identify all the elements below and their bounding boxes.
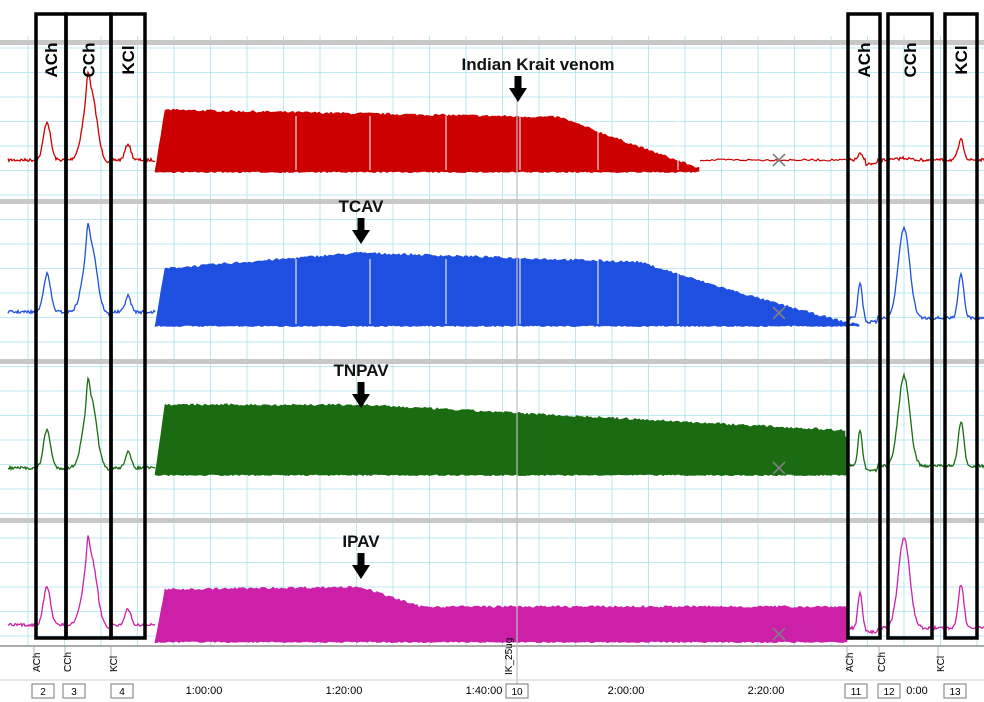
- x-marker-icon: [772, 306, 786, 320]
- comment-label: IK_25ug: [504, 638, 515, 675]
- trace-response-before: [7, 223, 156, 317]
- arrow-shaft: [514, 76, 522, 88]
- drug-box-label: KCl: [952, 45, 971, 74]
- arrow-shaft: [357, 218, 365, 230]
- arrow-shaft: [357, 553, 365, 565]
- trace-2: [7, 223, 984, 328]
- trace-response-after: [847, 137, 984, 167]
- comment-label: KCl: [936, 656, 947, 672]
- comment-label: ACh: [845, 653, 856, 672]
- annotation-label: IPAV: [342, 532, 380, 551]
- comment-label: KCl: [109, 656, 120, 672]
- traces: [7, 70, 984, 644]
- drug-box-label: CCh: [901, 43, 920, 78]
- trace-twitch-band: [154, 251, 860, 328]
- trace-separators: [0, 40, 984, 523]
- marker-box[interactable]: 11: [844, 683, 868, 699]
- marker-label: 2: [40, 687, 46, 698]
- comment-label: ACh: [32, 653, 43, 672]
- marker-label: 3: [71, 687, 77, 698]
- x-tick-label: 1:40:00: [466, 685, 503, 697]
- marker-box[interactable]: 2: [31, 683, 55, 699]
- drug-box-label: ACh: [855, 43, 874, 78]
- comment-label: CCh: [877, 652, 888, 672]
- annotation-2: TCAV: [338, 197, 384, 244]
- annotation-label: TNPAV: [333, 361, 389, 380]
- annotation-label: Indian Krait venom: [461, 55, 614, 74]
- drug-box-after-cch: CCh: [886, 12, 934, 640]
- trace-4: [8, 535, 984, 644]
- marker-label: 13: [949, 687, 961, 698]
- trace-separator: [0, 518, 984, 523]
- x-marker-icon: [772, 627, 786, 641]
- marker-box[interactable]: 13: [943, 683, 967, 699]
- arrow-shaft: [357, 382, 365, 394]
- trace-response-after: [847, 225, 984, 325]
- trace-response-before: [7, 376, 156, 472]
- trace-separator: [0, 359, 984, 364]
- annotation-arrows: Indian Krait venom TCAV TNPAV IPAV: [333, 55, 615, 579]
- annotation-4: IPAV: [342, 532, 380, 579]
- trace-1: [7, 70, 984, 174]
- trace-separator: [0, 199, 984, 204]
- marker-box[interactable]: 12: [877, 683, 901, 699]
- trace-separator: [0, 40, 984, 45]
- drug-boxes: ACh CCh KCl ACh CCh KCl: [34, 12, 979, 640]
- x-tick-label: 0:00: [906, 685, 927, 697]
- x-tick-label: 2:00:00: [608, 685, 645, 697]
- arrow-head: [352, 394, 370, 408]
- trace-response-after: [847, 371, 984, 473]
- drug-box-after-ach: ACh: [846, 12, 882, 640]
- x-tick-label: 1:20:00: [326, 685, 363, 697]
- trace-response-after: [847, 537, 984, 635]
- trace-twitch-band: [154, 585, 846, 644]
- trace-twitch-band: [154, 403, 846, 477]
- annotation-3: TNPAV: [333, 361, 389, 408]
- trace-response-before: [8, 535, 156, 629]
- drug-box-before-ach: ACh: [34, 12, 68, 640]
- drug-box-after-kcl: KCl: [943, 12, 979, 640]
- x-marks: [516, 100, 786, 690]
- comment-label: CCh: [63, 652, 74, 672]
- x-axis: ACh CCh KCl IK_25ug ACh CCh KCl 1:00:00 1:20:00 1…: [0, 638, 984, 699]
- x-marker-icon: [772, 153, 786, 167]
- trace-3: [7, 371, 984, 477]
- annotation-label: TCAV: [338, 197, 384, 216]
- drug-box-before-cch: CCh: [64, 12, 113, 640]
- arrow-head: [509, 88, 527, 102]
- annotation-1: Indian Krait venom: [461, 55, 615, 102]
- x-tick-label: 1:00:00: [186, 685, 223, 697]
- marker-label: 4: [119, 687, 125, 698]
- trace-baseline-tail: [699, 158, 849, 162]
- arrow-head: [352, 565, 370, 579]
- drug-box-label: KCl: [119, 45, 138, 74]
- marker-box[interactable]: 4: [110, 683, 134, 699]
- drug-box-label: CCh: [80, 43, 99, 78]
- x-marker-icon: [772, 461, 786, 475]
- drug-box-label: ACh: [42, 43, 61, 78]
- marker-label: 12: [883, 687, 895, 698]
- arrow-head: [352, 230, 370, 244]
- marker-box[interactable]: 10: [505, 683, 529, 699]
- marker-label: 10: [511, 687, 523, 698]
- x-tick-label: 2:20:00: [748, 685, 785, 697]
- marker-label: 11: [851, 687, 862, 698]
- trace-twitch-band: [154, 108, 700, 174]
- marker-box[interactable]: 3: [62, 683, 86, 699]
- drug-box-before-kcl: KCl: [109, 12, 147, 640]
- trace-response-before: [7, 70, 156, 164]
